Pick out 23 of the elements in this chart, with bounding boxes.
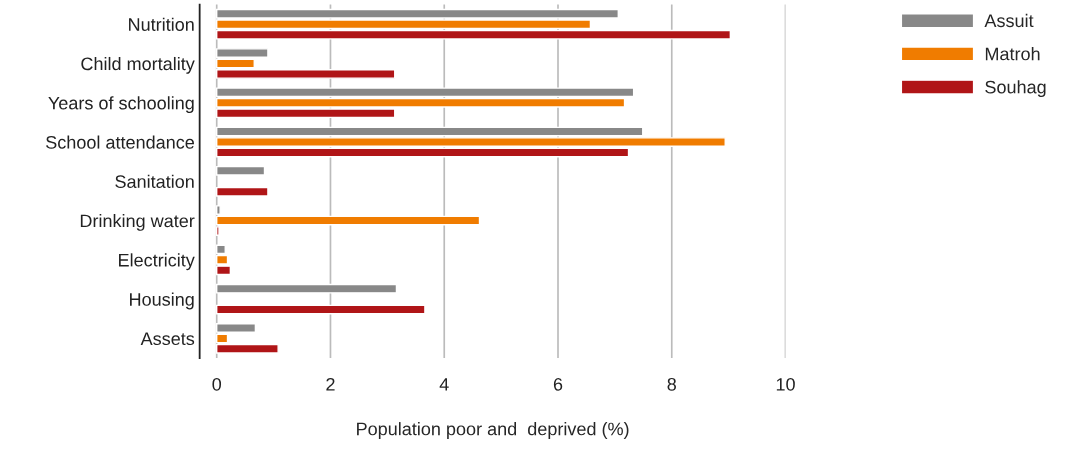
y-tick-label: Child mortality: [81, 56, 195, 74]
y-tick-label: School attendance: [46, 135, 194, 149]
x-tick-label: 2: [326, 377, 335, 391]
legend-label: Matroh: [985, 47, 1040, 61]
legend-label: Assuit: [984, 13, 1034, 28]
x-tick-label: 10: [776, 377, 795, 391]
y-tick-label: Years of schooling: [48, 96, 194, 114]
bar: [216, 165, 266, 176]
x-tick-label: 4: [439, 378, 449, 391]
y-tick-label: Housing: [130, 292, 194, 310]
bar: [216, 186, 269, 197]
x-tick-label: 8: [667, 377, 676, 391]
bar: [216, 283, 398, 294]
x-tick-label: 6: [553, 377, 563, 391]
legend-label: Souhag: [985, 80, 1046, 98]
y-tick-label: Drinking water: [80, 214, 195, 231]
x-axis-title: Population poor and deprived (%): [357, 422, 629, 439]
x-tick-label: 0: [212, 377, 222, 391]
y-tick-label: Assets: [140, 332, 195, 346]
y-tick-label: Nutrition: [129, 17, 194, 31]
bar: [216, 304, 426, 315]
y-tick-label: Electricity: [119, 253, 195, 271]
y-tick-label: Sanitation: [115, 174, 194, 189]
